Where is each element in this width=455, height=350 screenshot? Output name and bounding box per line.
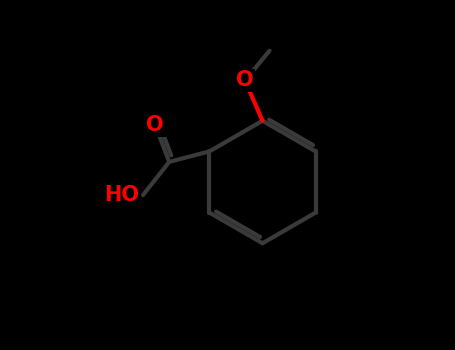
Text: O: O (236, 70, 254, 91)
Text: O: O (147, 115, 164, 135)
Text: HO: HO (105, 185, 139, 205)
